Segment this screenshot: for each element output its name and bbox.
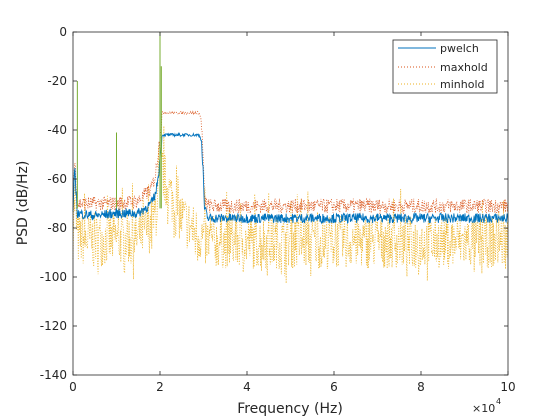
y-tick-label: -140	[40, 368, 67, 382]
y-tick-label: 0	[59, 25, 67, 39]
x-tick-label: 2	[156, 380, 164, 394]
y-tick-label: -120	[40, 319, 67, 333]
y-tick-label: -60	[47, 172, 67, 186]
x-exponent-power: 4	[496, 397, 501, 406]
x-axis: 0 2 4 6 8 10	[69, 32, 516, 394]
x-tick-label: 8	[417, 380, 425, 394]
x-axis-label: Frequency (Hz)	[237, 401, 343, 417]
plot-area	[72, 32, 509, 284]
x-exponent-label: ×10	[472, 402, 495, 415]
axes-box	[72, 31, 509, 376]
y-tick-label: -80	[47, 221, 67, 235]
y-tick-label: -100	[40, 270, 67, 284]
x-tick-label: 4	[243, 380, 251, 394]
y-axis-label: PSD (dB/Hz)	[15, 161, 31, 246]
legend-label-minhold: minhold	[440, 78, 484, 91]
y-tick-label: -20	[47, 74, 67, 88]
legend-label-pwelch: pwelch	[440, 42, 479, 55]
series-pwelch	[72, 132, 509, 225]
x-tick-label: 0	[69, 380, 77, 394]
y-axis: -140 -120 -100 -80 -60 -40 -20 0	[40, 25, 508, 382]
y-tick-label: -40	[47, 123, 67, 137]
legend-label-maxhold: maxhold	[440, 61, 488, 74]
x-tick-label: 10	[500, 380, 515, 394]
legend[interactable]: pwelch maxhold minhold	[392, 39, 498, 94]
x-axis-exponent: ×10 4	[472, 397, 501, 415]
x-tick-label: 6	[330, 380, 338, 394]
